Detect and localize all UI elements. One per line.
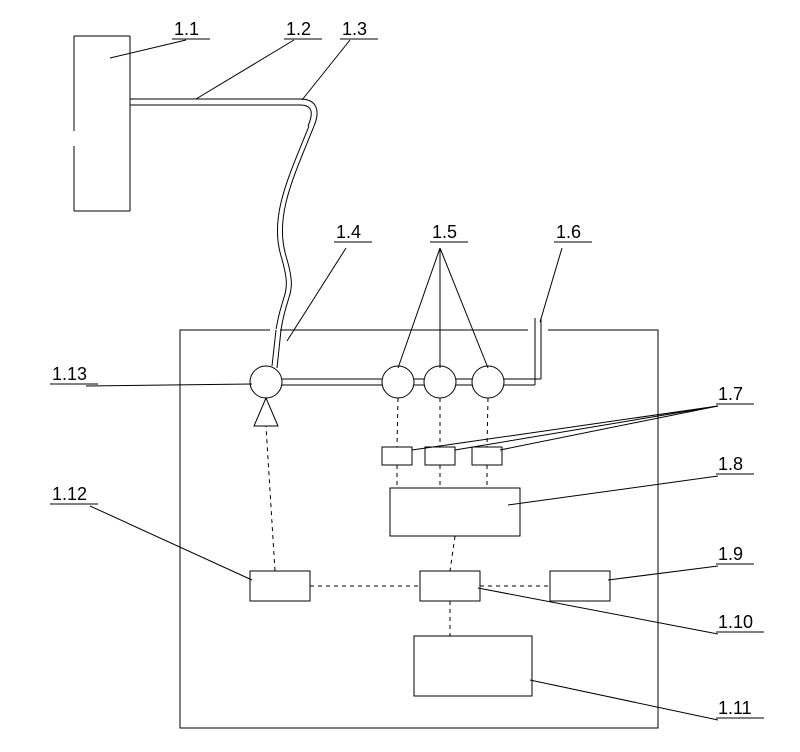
label-1.4: 1.4 [336,222,361,242]
label-1.5: 1.5 [432,222,457,242]
label-1.10: 1.10 [718,612,753,632]
label-1.1: 1.1 [174,19,199,39]
label-1.8: 1.8 [718,454,743,474]
sensor-circle-1 [382,366,414,398]
label-1.6: 1.6 [556,222,581,242]
label-1.7: 1.7 [718,384,743,404]
label-1.13: 1.13 [52,364,87,384]
label-1.2: 1.2 [286,19,311,39]
label-1.11: 1.11 [718,698,752,718]
label-1.12: 1.12 [52,484,87,504]
sensor-circle-2 [424,366,456,398]
sensor-circle-3 [472,366,504,398]
label-1.3: 1.3 [342,19,367,39]
label-1.9: 1.9 [718,544,743,564]
